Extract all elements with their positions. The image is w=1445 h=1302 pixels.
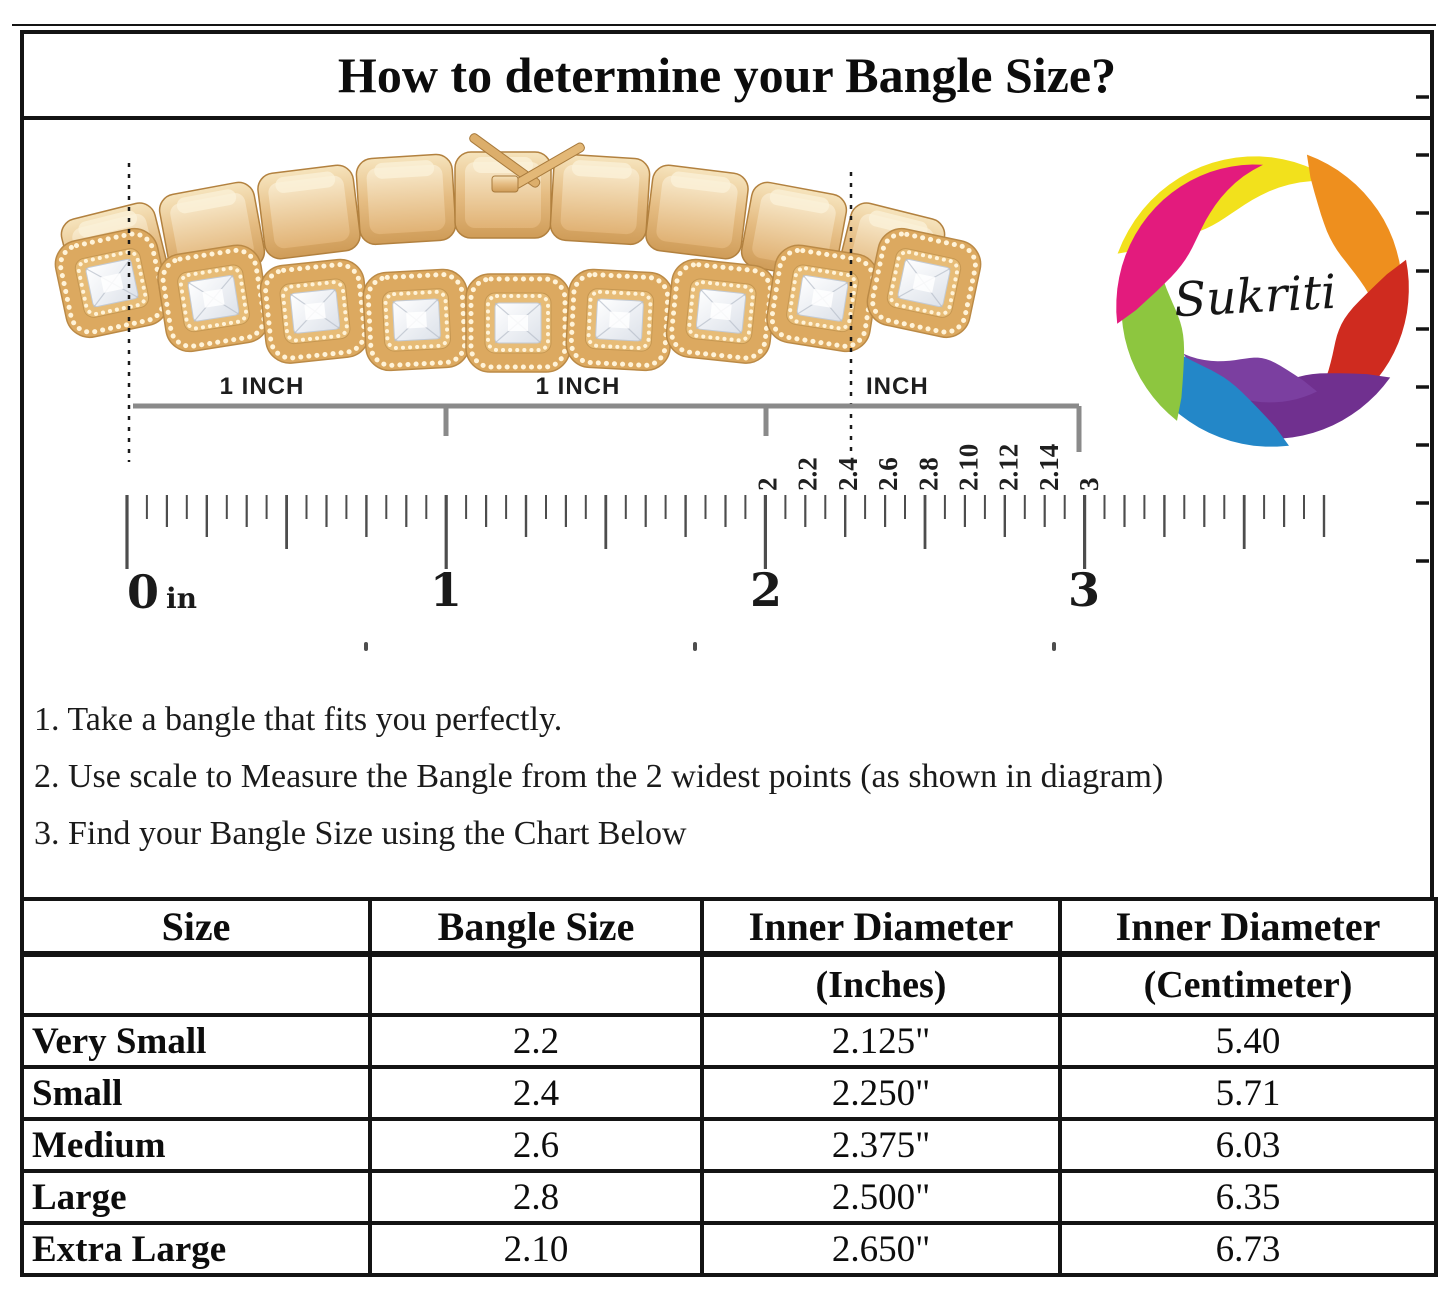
bangle-size-tick-label: 2.8: [913, 457, 943, 491]
table-cell-r2c0: Medium: [20, 1117, 372, 1173]
bangle-size-tick-label: 3: [1074, 478, 1104, 492]
ruler-number-0: 0: [127, 565, 159, 619]
bangle-size-tick-label: 2.10: [954, 444, 984, 491]
column-header-2: Inner Diameter: [700, 897, 1062, 957]
table-header-row: Size Bangle Size Inner Diameter Inner Diame…: [20, 897, 1438, 957]
half-inch-dots: [364, 642, 1056, 651]
table-cell-r0c2: 2.125": [700, 1013, 1062, 1069]
table-row: Extra Large 2.10 2.650" 6.73: [20, 1221, 1438, 1277]
column-header-3: Inner Diameter: [1058, 897, 1438, 957]
table-cell-r0c3: 5.40: [1058, 1013, 1438, 1069]
bangle-size-tick-label: 2.2: [793, 457, 823, 491]
bangle-size-tick-label: 2.6: [873, 457, 903, 491]
inch-label-3: INCH: [866, 373, 929, 400]
table-body: Very Small 2.2 2.125" 5.40 Small 2.4 2.250" 5.7…: [20, 1013, 1438, 1277]
bangle-size-tick-label: 2: [753, 478, 783, 492]
table-row: Medium 2.6 2.375" 6.03: [20, 1117, 1438, 1173]
ruler-numbers: 0 in 1 2 3: [127, 563, 1100, 619]
inch-segment-labels: 1 INCH 1 INCH INCH: [220, 373, 929, 400]
table-cell-r4c3: 6.73: [1058, 1221, 1438, 1277]
logo-petal: [1116, 164, 1263, 324]
table-cell-r3c0: Large: [20, 1169, 372, 1225]
table-row: Very Small 2.2 2.125" 5.40: [20, 1013, 1438, 1069]
instruction-step-3: 3. Find your Bangle Size using the Chart…: [34, 815, 687, 852]
bangle-size-tick-label: 2.14: [1034, 444, 1064, 491]
inch-label-1: 1 INCH: [220, 373, 305, 400]
instructions-list: 1. Take a bangle that fits you perfectly…: [34, 698, 1424, 869]
sukriti-logo: Sukriti: [1116, 154, 1409, 447]
column-header-1: Bangle Size: [368, 897, 704, 957]
ruler-number-2: 2: [750, 563, 782, 617]
table-cell-r0c0: Very Small: [20, 1013, 372, 1069]
ruler-number-1: 1: [430, 563, 462, 617]
instruction-step-2: 2. Use scale to Measure the Bangle from …: [34, 758, 1164, 795]
table-cell-r1c0: Small: [20, 1065, 372, 1121]
table-cell-r1c1: 2.4: [368, 1065, 704, 1121]
column-subheader-0: [20, 952, 372, 1017]
table-cell-r1c3: 5.71: [1058, 1065, 1438, 1121]
table-cell-r4c1: 2.10: [368, 1221, 704, 1277]
bangle-photo: [54, 133, 982, 373]
table-cell-r4c0: Extra Large: [20, 1221, 372, 1277]
ruler-number-3: 3: [1068, 563, 1100, 617]
logo-swirl: [1116, 154, 1409, 447]
bangle-size-scale: 2 2.2 2.4 2.6 2.8 2.10 2.12 2.14 3: [753, 444, 1105, 491]
edge-ruler-ticks: [1416, 95, 1429, 563]
bangle-size-tick-label: 2.4: [833, 457, 863, 491]
table-cell-r2c2: 2.375": [700, 1117, 1062, 1173]
bangle-measurement-diagram: 1 INCH 1 INCH INCH 2 2.2 2.4 2.6 2.8 2.10 2.12…: [54, 95, 1429, 651]
size-chart: Size Bangle Size Inner Diameter Inner Diame…: [20, 897, 1438, 1277]
bangle-size-tick-label: 2.12: [994, 444, 1024, 491]
table-cell-r3c1: 2.8: [368, 1169, 704, 1225]
page-title: How to determine your Bangle Size?: [337, 47, 1117, 103]
table-cell-r2c1: 2.6: [368, 1117, 704, 1173]
ruler-unit: in: [166, 582, 197, 615]
table-row: Small 2.4 2.250" 5.71: [20, 1065, 1438, 1121]
ruler: [125, 495, 1326, 569]
logo-text: Sukriti: [1173, 265, 1338, 328]
table-cell-r4c2: 2.650": [700, 1221, 1062, 1277]
table-subheader-row: (Inches) (Centimeter): [20, 952, 1438, 1017]
column-subheader-1: [368, 952, 704, 1017]
column-subheader-3: (Centimeter): [1058, 952, 1438, 1017]
size-chart-table: Size Bangle Size Inner Diameter Inner Diame…: [20, 897, 1438, 1277]
table-cell-r3c2: 2.500": [700, 1169, 1062, 1225]
table-cell-r1c2: 2.250": [700, 1065, 1062, 1121]
logo-petal: [1183, 353, 1317, 403]
table-row: Large 2.8 2.500" 6.35: [20, 1169, 1438, 1225]
logo-petal: [1293, 259, 1409, 428]
instruction-step-1: 1. Take a bangle that fits you perfectly…: [34, 701, 563, 738]
table-cell-r2c3: 6.03: [1058, 1117, 1438, 1173]
top-rule: [12, 24, 1436, 26]
title-bar: How to determine your Bangle Size?: [24, 34, 1430, 120]
inch-label-2: 1 INCH: [536, 373, 621, 400]
measurement-bracket: [133, 403, 1082, 452]
logo-petal: [1127, 298, 1289, 447]
table-cell-r3c3: 6.35: [1058, 1169, 1438, 1225]
clasp: [469, 133, 585, 193]
column-subheader-2: (Inches): [700, 952, 1062, 1017]
table-cell-r0c1: 2.2: [368, 1013, 704, 1069]
column-header-0: Size: [20, 897, 372, 957]
